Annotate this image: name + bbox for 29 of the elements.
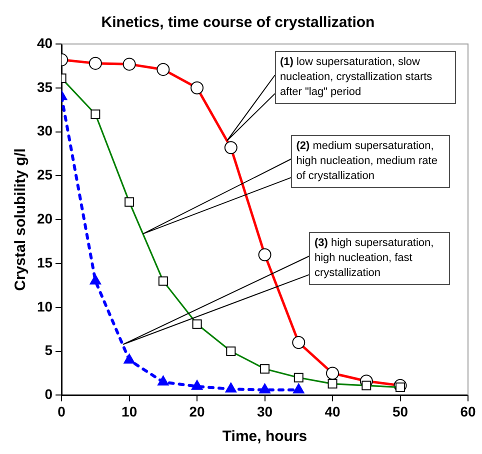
x-tick-label: 60: [460, 403, 476, 420]
y-tick-label: 20: [36, 210, 53, 226]
point: [90, 274, 102, 285]
point: [259, 383, 270, 394]
x-tick-label: 20: [189, 403, 206, 420]
annotation: (1) low supersaturation, slow nucleation, crystallization starts after "lag" period: [274, 51, 456, 104]
annotation: (2) medium supersaturation, high nucleation, medium rate of crystallization: [291, 135, 450, 188]
x-tick-label: 30: [256, 403, 273, 420]
point: [191, 380, 203, 390]
y-tick-label: 0: [44, 386, 53, 402]
x-tick-label: 40: [324, 403, 341, 420]
point: [157, 376, 169, 386]
y-tick-label: 5: [44, 342, 53, 358]
y-tick-label: 40: [36, 34, 53, 51]
y-tick-label: 15: [36, 254, 53, 270]
x-tick-label: 50: [392, 403, 408, 420]
y-tick-label: 10: [36, 298, 53, 314]
y-tick-label: 30: [36, 122, 53, 139]
point: [292, 383, 304, 394]
chart-title: Kinetics, time course of crystallization: [101, 14, 375, 32]
y-tick-label: 25: [36, 166, 53, 183]
point: [124, 354, 136, 364]
x-tick-label: 10: [122, 403, 138, 420]
x-axis-title: Time, hours: [222, 428, 308, 446]
y-tick-label: 35: [36, 78, 53, 95]
point: [225, 382, 237, 393]
y-axis-title: Crystal solubility g/l: [12, 148, 30, 291]
x-tick-label: 0: [58, 403, 66, 420]
annotation: (3) high supersaturation, high nucleation, fast crystallization: [309, 232, 450, 285]
